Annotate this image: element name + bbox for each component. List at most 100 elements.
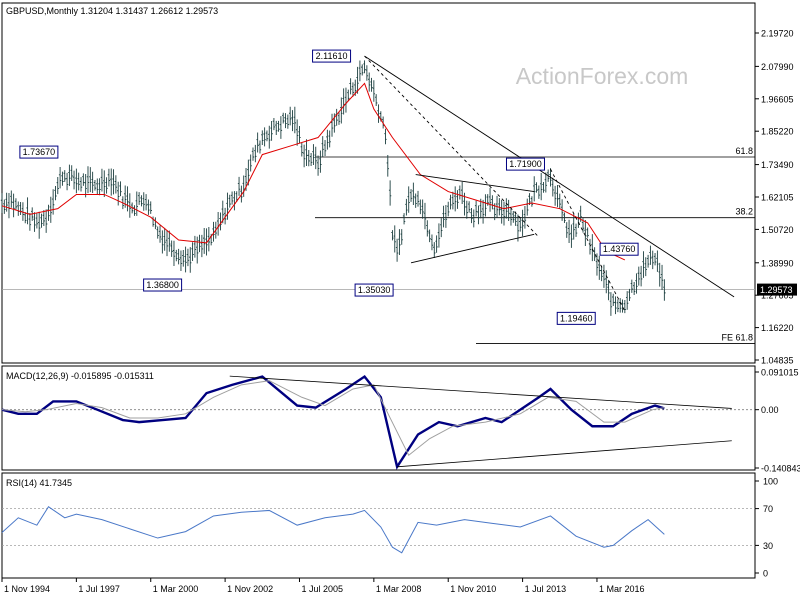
price-bar [658, 262, 661, 287]
price-annotation-label: 1.36800 [146, 280, 179, 290]
price-bar [388, 180, 392, 206]
price-bar [251, 147, 255, 161]
price-bar [412, 182, 415, 205]
price-bar [75, 168, 78, 194]
price-axis-tick-label: 1.50720 [761, 225, 794, 235]
price-bar [598, 255, 601, 280]
price-bar [96, 178, 99, 195]
price-bar [202, 228, 206, 254]
price-axis-tick-label: 1.73490 [761, 160, 794, 170]
price-bar [407, 186, 410, 213]
price-bar [509, 207, 513, 226]
price-bar [226, 192, 229, 220]
price-bar [351, 82, 355, 97]
price-bar [179, 250, 183, 271]
price-annotation-box [599, 242, 639, 256]
price-bar [5, 192, 8, 212]
price-bar [21, 202, 25, 221]
x-axis-tick-label: 1 Nov 2010 [450, 584, 496, 594]
price-bar [91, 171, 94, 193]
price-bar [556, 185, 559, 208]
price-bar [110, 168, 113, 196]
rsi-axis-tick-label: 30 [763, 541, 773, 551]
price-bar [519, 217, 522, 232]
price-bar [286, 114, 290, 129]
price-bar [533, 176, 536, 202]
price-bar [605, 270, 608, 294]
price-bar [10, 190, 13, 208]
price-bar [270, 121, 273, 141]
price-bar [186, 248, 190, 267]
price-bar [98, 178, 101, 196]
price-bar [530, 196, 534, 207]
price-bar [142, 192, 145, 211]
price-bar [609, 292, 613, 316]
macd-axis-tick-label: 0.00 [761, 405, 779, 415]
price-bar [570, 224, 573, 248]
price-bar [368, 72, 371, 92]
price-bar [323, 139, 327, 156]
triangle-lower [410, 233, 535, 264]
price-bar [86, 166, 90, 194]
price-bar [70, 165, 73, 182]
x-axis-tick-label: 1 Nov 2002 [227, 584, 273, 594]
price-bar [272, 118, 276, 131]
price-bars [0, 60, 666, 316]
rsi-axis-tick-label: 100 [763, 477, 778, 487]
price-bar [189, 247, 192, 273]
rsi-panel-title: RSI(14) 41.7345 [6, 478, 72, 488]
price-bar [363, 60, 366, 74]
price-bar [307, 149, 310, 167]
price-bar [137, 192, 141, 205]
trendline-main [364, 55, 735, 298]
macd-line [1, 374, 665, 470]
price-panel-title: GBPUSD,Monthly 1.31204 1.31437 1.26612 1… [6, 6, 218, 16]
price-bar [284, 113, 287, 129]
price-bar [628, 288, 631, 301]
price-bar [523, 206, 527, 229]
price-bar [660, 264, 664, 290]
price-bar [642, 251, 645, 278]
price-bar [44, 209, 48, 233]
macd-axis-tick-label: 0.091015 [761, 368, 799, 378]
price-axis-tick-label: 2.19720 [761, 29, 794, 39]
price-bar [500, 199, 503, 224]
price-bar [365, 65, 369, 81]
panel-frame-rsi [1, 472, 756, 579]
price-bar [539, 172, 543, 201]
price-bar [56, 176, 59, 195]
price-bar [223, 207, 227, 225]
price-bar [126, 186, 129, 212]
price-bar [437, 223, 441, 248]
price-bar [302, 144, 306, 168]
price-bar [402, 213, 406, 225]
price-bar [321, 136, 324, 157]
price-bar [65, 172, 69, 191]
price-bar [435, 235, 438, 253]
x-axis-tick-label: 1 Jul 1997 [78, 584, 120, 594]
price-bar [293, 106, 297, 134]
price-axis-tick-label: 1.38990 [761, 258, 794, 268]
price-annotation-box [19, 145, 59, 159]
price-bar [472, 209, 475, 228]
price-bar [423, 202, 427, 230]
price-bar [416, 190, 420, 207]
price-bar [140, 195, 143, 207]
price-bar [316, 155, 320, 176]
macd-trendline-lower [397, 440, 732, 468]
price-bar [82, 173, 85, 186]
price-bar [391, 230, 394, 241]
x-axis-tick-label: 1 Mar 2000 [153, 584, 199, 594]
price-bar [405, 198, 408, 216]
price-annotation-box [143, 278, 183, 292]
price-bar [451, 191, 455, 210]
price-bar [358, 60, 362, 82]
price-bar [314, 146, 317, 170]
price-bar [172, 240, 176, 266]
price-bar [28, 212, 32, 231]
price-bar [421, 199, 424, 219]
price-axis-tick-label: 1.62105 [761, 192, 794, 202]
rsi-line [1, 506, 665, 554]
price-bar [419, 199, 422, 215]
